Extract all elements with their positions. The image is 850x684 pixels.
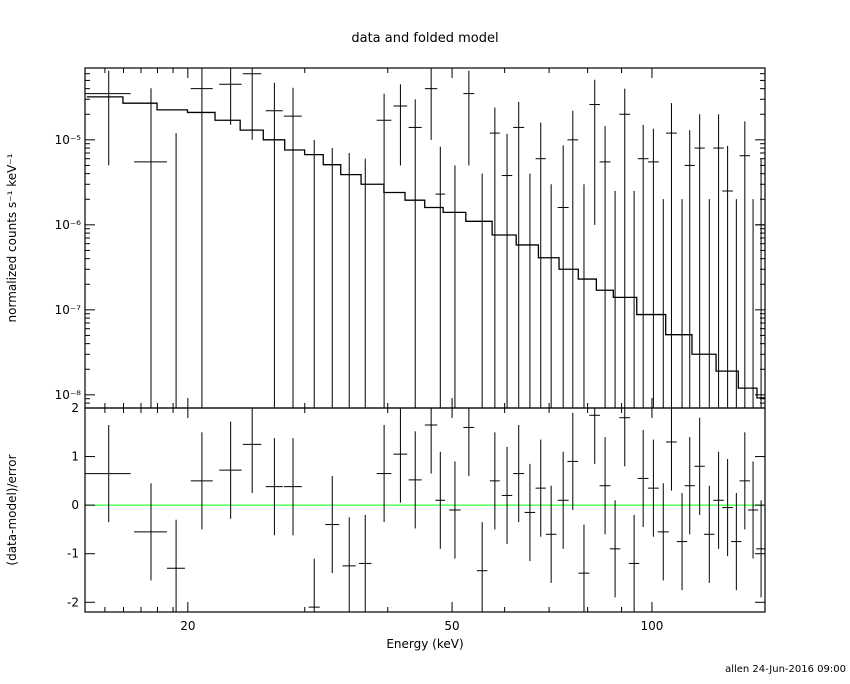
x-tick-label: 100 bbox=[640, 619, 663, 633]
y-tick-label: 2 bbox=[71, 401, 79, 415]
y-tick-label: 10⁻⁷ bbox=[55, 303, 82, 317]
y-tick-label: 10⁻⁵ bbox=[55, 133, 82, 147]
axes: 20 50 100 10⁻⁸ 10⁻⁷ 10⁻⁶ 10⁻⁵ -2 -1 0 1 2 bbox=[55, 67, 766, 633]
y-tick-label: 10⁻⁸ bbox=[55, 388, 82, 402]
footer: allen 24-Jun-2016 09:00 bbox=[725, 664, 846, 675]
y-tick-label: 10⁻⁶ bbox=[55, 218, 82, 232]
y-tick-label: 0 bbox=[71, 498, 79, 512]
model-line bbox=[86, 96, 765, 399]
y-tick-label: -2 bbox=[67, 595, 79, 609]
x-tick-label: 50 bbox=[444, 619, 459, 633]
x-tick-label: 20 bbox=[180, 619, 195, 633]
chart-title: data and folded model bbox=[351, 31, 498, 46]
top-plot bbox=[85, 68, 765, 408]
bottom-plot bbox=[85, 408, 765, 612]
x-axis-label: Energy (keV) bbox=[386, 637, 463, 651]
y-axis-label: (data-model)/error bbox=[5, 454, 19, 565]
y-tick-label: -1 bbox=[67, 547, 79, 561]
plot-frame bbox=[84, 407, 766, 613]
y-tick-label: 1 bbox=[71, 450, 79, 464]
y-axis-label: normalized counts s⁻¹ keV⁻¹ bbox=[5, 153, 19, 322]
